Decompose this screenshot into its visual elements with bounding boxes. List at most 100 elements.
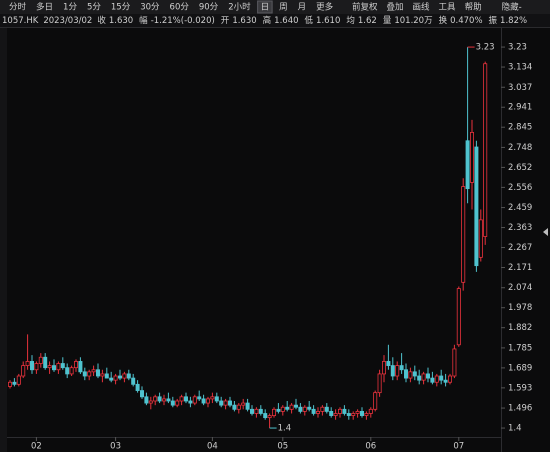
tab[interactable]: 90分 [199, 3, 219, 13]
candle-body [351, 413, 356, 416]
x-tick-label: 05 [277, 442, 288, 452]
candle-body [263, 413, 268, 419]
quote-value: 1.62 [358, 16, 377, 26]
candle-body [78, 361, 83, 373]
candle-body [52, 365, 57, 371]
candle-body [425, 373, 430, 379]
quote-date: 2023/03/02 [43, 16, 92, 26]
candle-body [302, 406, 307, 412]
candle-body [474, 146, 479, 267]
candle-body [56, 363, 61, 371]
quote-value: 1.630 [232, 16, 256, 26]
candle-body [197, 396, 202, 400]
y-tick-label: 2.556 [508, 183, 532, 193]
candle-body [329, 410, 334, 416]
tool-button[interactable]: 前复权 [352, 2, 378, 13]
quote-label: 均 [346, 15, 355, 26]
candle-body [126, 373, 131, 379]
y-tick-label: 2.074 [508, 283, 532, 293]
candle-body [100, 373, 105, 377]
candle-body [456, 288, 461, 346]
quote-value: 1.610 [316, 16, 340, 26]
tab[interactable]: 1分 [63, 3, 77, 13]
quote-label: 换 [439, 15, 448, 26]
tool-button[interactable]: 隐藏- [502, 2, 522, 13]
candle-body [359, 410, 364, 416]
candle-body [412, 371, 417, 377]
y-tick-label: 1.978 [508, 303, 532, 313]
candle-body [249, 408, 254, 414]
x-tick-label: 04 [207, 442, 218, 452]
candle-body [183, 396, 188, 402]
candle-body [333, 413, 338, 416]
collapse-arrow[interactable] [543, 228, 548, 236]
y-tick-label: 2.748 [508, 143, 532, 153]
toolbar: 分时 多日 1分 5分 15分 30分 60分 90分 2小时日周月更多 前复权 叠加 画线 工具 帮助 隐… [9, 0, 522, 14]
candle-body [175, 400, 180, 406]
candle-body [285, 406, 290, 410]
candle-body [74, 361, 79, 369]
candle-body [483, 63, 488, 237]
candle-body [236, 404, 241, 410]
candle-body [139, 390, 144, 398]
candle-body [377, 373, 382, 394]
candle-body [307, 406, 312, 410]
tool-button[interactable]: 画线 [413, 2, 431, 13]
quote-value: 1.630 [109, 16, 133, 26]
candle-body [12, 381, 17, 385]
tool-button[interactable]: 帮助 [465, 2, 482, 13]
tab[interactable]: 15分 [111, 3, 131, 13]
quote-label: 收 [97, 15, 106, 26]
candle-body [346, 413, 351, 416]
x-tick-label: 02 [31, 442, 42, 452]
tab[interactable]: 多日 [36, 2, 53, 13]
tab[interactable]: 60分 [170, 3, 190, 13]
candle-body [408, 371, 413, 379]
candle-body [210, 396, 215, 400]
x-tick-label: 07 [453, 442, 464, 452]
candle-body [254, 408, 259, 414]
candle-body [21, 365, 26, 377]
quote-value: 1.82% [500, 16, 527, 26]
tab[interactable]: 月 [298, 3, 307, 13]
candle-body [29, 361, 34, 371]
candle-body [153, 396, 158, 402]
tab[interactable]: 分时 [9, 2, 27, 13]
y-tick-label: 1.496 [508, 404, 532, 414]
candle-body [368, 408, 373, 414]
candle-body [289, 404, 294, 410]
tab[interactable]: 周 [279, 3, 288, 13]
y-tick-label: 2.363 [508, 223, 532, 233]
candle-body [395, 365, 400, 377]
active-tab-bg [257, 0, 273, 14]
tool-button[interactable]: 工具 [439, 3, 457, 13]
quote-label: 低 [305, 15, 314, 26]
candle-body [465, 140, 470, 190]
candle-body [7, 381, 12, 387]
candle-body [16, 375, 21, 385]
tool-button[interactable]: 叠加 [387, 2, 404, 13]
candle-body [478, 219, 483, 258]
candle-body [205, 398, 210, 404]
candle-body [298, 406, 303, 412]
candle-body [60, 363, 65, 369]
tab[interactable]: 日 [261, 3, 270, 13]
candle-body [276, 408, 281, 412]
tab[interactable]: 5分 [87, 3, 101, 13]
quote-label: 开 [221, 16, 230, 26]
tab[interactable]: 更多 [316, 2, 334, 13]
tab[interactable]: 30分 [140, 3, 160, 13]
candle-body [403, 369, 408, 379]
candle-body [219, 400, 224, 406]
candle-body [280, 406, 285, 412]
candle-body [355, 410, 360, 414]
y-tick-label: 2.459 [508, 203, 532, 213]
candle-body [69, 367, 74, 375]
candle-body [364, 413, 369, 416]
tab[interactable]: 2小时 [228, 2, 251, 13]
y-tick-label: 2.652 [508, 163, 532, 173]
candle-body [469, 132, 474, 183]
quote-bg [0, 14, 550, 27]
